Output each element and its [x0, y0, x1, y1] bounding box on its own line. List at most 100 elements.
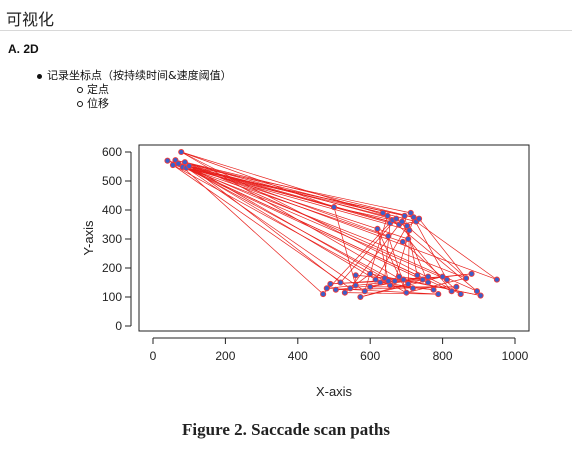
fixation-point [416, 215, 423, 222]
x-axis-label: X-axis [316, 384, 353, 399]
fixation-point [372, 276, 379, 283]
fixation-point [367, 270, 374, 277]
plot-frame [138, 144, 530, 332]
fixation-point [384, 212, 391, 219]
fixation-point [385, 277, 392, 285]
y-tick-label: 600 [102, 145, 122, 159]
scan-path-segment [184, 161, 414, 218]
fixation-point [164, 157, 171, 164]
scan-path-segment [186, 167, 403, 243]
scan-path-segment [181, 151, 388, 217]
scan-path-segment [172, 164, 351, 289]
fixation-point [463, 275, 470, 282]
fixation-points [164, 148, 500, 301]
y-tick-label: 300 [102, 232, 122, 246]
fixation-point [367, 283, 374, 290]
fixation-point [178, 148, 185, 156]
scan-path-segment [182, 166, 429, 283]
fixation-point [330, 204, 338, 211]
sub-bullet-list: 定点 位移 [47, 83, 232, 111]
scan-path-segment [333, 207, 357, 286]
fixation-point [406, 227, 413, 234]
scan-path-segment [407, 238, 452, 292]
x-axis: 0 200 400 600 800 1000 [150, 337, 529, 363]
fixation-point [396, 273, 403, 280]
fixation-point [468, 270, 475, 277]
fixation-point [430, 286, 437, 293]
bullet-list: 记录坐标点（按持续时间&速度阈值） 定点 位移 [36, 69, 232, 111]
fixation-point [391, 277, 398, 285]
fixation-point [400, 276, 407, 283]
fixation-point [357, 293, 364, 301]
y-tick-label: 500 [102, 174, 122, 188]
scan-path-segment [322, 219, 393, 295]
fixation-point [169, 161, 176, 169]
sub-bullet-item: 位移 [76, 97, 232, 111]
scan-path-segment [418, 218, 467, 279]
fixation-point [352, 272, 359, 279]
fixation-point [443, 276, 450, 283]
fixation-point [409, 285, 416, 292]
fixation-point [337, 279, 344, 286]
fixation-point [320, 291, 327, 298]
bullet-item: 记录坐标点（按持续时间&速度阈值） 定点 位移 [36, 69, 232, 111]
scan-path-segment [406, 277, 467, 293]
fixation-point [453, 283, 460, 290]
fixation-point [352, 282, 359, 289]
fixation-point [477, 292, 484, 299]
scan-paths [167, 151, 498, 298]
scan-path-segment [387, 235, 407, 293]
scan-path-segment [377, 228, 407, 293]
fixation-point [393, 215, 400, 222]
fixation-point [414, 272, 421, 279]
fixation-point [186, 162, 193, 169]
fixation-point [175, 160, 182, 167]
section-heading: A. 2D [8, 42, 39, 56]
scan-path-segment [402, 241, 461, 295]
scan-path-segment [377, 228, 389, 282]
scan-path-segment [178, 163, 395, 282]
scan-path-segment [189, 165, 400, 225]
figure-caption: Figure 2. Saccade scan paths [182, 420, 390, 439]
fixation-point [448, 288, 455, 295]
fixation-point [323, 285, 330, 292]
scan-path-segment [189, 165, 411, 214]
x-tick-label: 400 [288, 349, 308, 363]
y-tick-label: 100 [102, 290, 122, 304]
scan-path-segment [178, 163, 448, 280]
x-tick-label: 600 [360, 349, 380, 363]
fixation-point [439, 273, 446, 280]
fixation-point [181, 159, 188, 166]
fixation-point [403, 289, 410, 296]
fixation-point [361, 288, 368, 295]
fixation-point [425, 273, 432, 280]
x-tick-label: 1000 [502, 349, 529, 363]
fixation-point [425, 279, 432, 286]
x-tick-label: 800 [433, 349, 453, 363]
fixation-point [405, 235, 412, 243]
fixation-point [401, 212, 408, 219]
page-heading: 可视化 [6, 10, 55, 29]
scan-path-segment [375, 225, 408, 280]
y-axis: 0 100 200 300 400 500 600 [102, 145, 132, 333]
fixation-point [473, 288, 481, 295]
fixation-point [385, 233, 392, 240]
scan-path-segment [181, 151, 335, 208]
scan-path-chart: 0 200 400 600 800 1000 0 100 200 300 400 500 600 X-… [81, 144, 530, 399]
scan-path-segment [181, 151, 461, 295]
scan-path-segment [189, 165, 498, 280]
scan-path-segment [186, 167, 418, 276]
fixation-point [457, 291, 464, 298]
fixation-point [379, 209, 386, 216]
fixation-point [399, 238, 406, 245]
fixation-point [377, 279, 384, 286]
fixation-point [347, 285, 354, 292]
scan-path-segment [167, 160, 391, 224]
fixation-point [435, 291, 442, 298]
fixation-point [405, 280, 412, 288]
fixation-point [374, 225, 381, 232]
y-tick-label: 0 [115, 319, 122, 333]
y-tick-label: 200 [102, 261, 122, 275]
scan-path-segment [364, 215, 388, 292]
x-tick-label: 200 [215, 349, 235, 363]
